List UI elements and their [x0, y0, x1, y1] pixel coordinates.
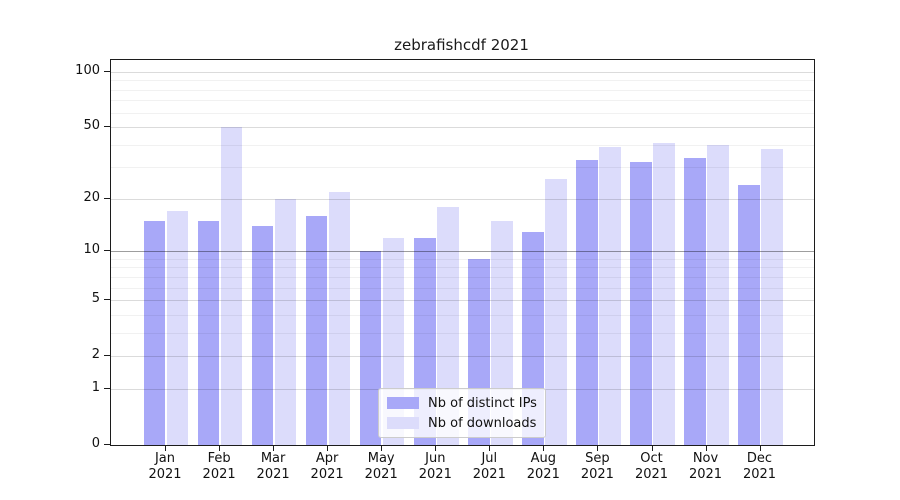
legend-entry-distinct-ips: Nb of distinct IPs — [387, 393, 537, 413]
y-tick-10 — [104, 250, 110, 252]
x-tick-label-may: May 2021 — [364, 451, 398, 482]
legend-label-downloads: Nb of downloads — [428, 415, 537, 431]
x-tick-label-jul: Jul 2021 — [472, 451, 506, 482]
legend: Nb of distinct IPs Nb of downloads — [378, 388, 546, 438]
gridline-minor-4 — [111, 314, 814, 316]
x-tick-label-oct: Oct 2021 — [634, 451, 669, 482]
x-tick-apr — [327, 446, 329, 451]
gridline-minor-6 — [111, 287, 814, 289]
bar-distinct-ips-dec — [738, 184, 760, 445]
gridline-major-10 — [111, 251, 814, 253]
gridline-minor-60 — [111, 112, 814, 114]
y-tick-label-50: 50 — [83, 118, 100, 134]
bar-downloads-jun — [437, 207, 459, 445]
x-tick-label-jan: Jan 2021 — [148, 451, 182, 482]
chart-title: zebrafishcdf 2021 — [394, 36, 529, 54]
x-tick-aug — [543, 446, 545, 451]
gridline-minor-90 — [111, 80, 814, 82]
bar-downloads-aug — [545, 178, 567, 445]
x-tick-label-feb: Feb 2021 — [202, 451, 236, 482]
bar-distinct-ips-may — [359, 251, 382, 445]
bar-downloads-oct — [653, 142, 675, 445]
gridline-minor-9 — [111, 258, 814, 260]
legend-swatch-distinct-ips — [387, 397, 419, 409]
x-tick-may — [381, 446, 383, 451]
x-tick-dec — [759, 446, 761, 451]
bar-distinct-ips-oct — [630, 162, 652, 445]
x-tick-jan — [165, 446, 166, 451]
gridline-minor-30 — [111, 167, 814, 169]
bar-downloads-mar — [274, 198, 297, 445]
x-tick-sep — [597, 446, 599, 451]
y-tick-label-10: 10 — [83, 242, 100, 258]
legend-label-distinct-ips: Nb of distinct IPs — [428, 395, 537, 411]
gridline-major-5 — [111, 300, 814, 302]
legend-swatch-downloads — [387, 417, 419, 429]
y-tick-20 — [104, 197, 110, 199]
y-tick-label-1: 1 — [91, 380, 100, 395]
x-tick-label-jun: Jun 2021 — [418, 451, 452, 482]
plot-area — [110, 59, 815, 446]
y-tick-label-100: 100 — [75, 62, 100, 78]
gridline-major-50 — [111, 127, 814, 129]
gridline-major-20 — [111, 198, 814, 200]
gridline-major-2 — [111, 356, 814, 358]
y-tick-label-0: 0 — [91, 436, 100, 451]
bar-downloads-jan — [166, 211, 189, 445]
bar-downloads-sep — [599, 146, 621, 445]
bar-distinct-ips-apr — [305, 215, 328, 445]
x-tick-label-sep: Sep 2021 — [580, 451, 614, 482]
bar-downloads-nov — [707, 144, 729, 445]
gridline-minor-40 — [111, 144, 814, 146]
x-tick-label-mar: Mar 2021 — [256, 451, 290, 482]
bar-distinct-ips-nov — [684, 157, 706, 445]
y-tick-2 — [104, 355, 110, 357]
x-tick-label-nov: Nov 2021 — [688, 451, 723, 482]
y-tick-5 — [104, 299, 110, 301]
x-tick-jul — [489, 446, 491, 451]
bar-distinct-ips-feb — [197, 220, 220, 445]
bar-downloads-feb — [220, 127, 243, 445]
x-tick-jun — [435, 446, 437, 451]
y-tick-label-2: 2 — [91, 347, 100, 363]
x-tick-nov — [705, 446, 707, 451]
x-tick-label-apr: Apr 2021 — [310, 451, 344, 482]
y-tick-1 — [104, 388, 110, 389]
bar-downloads-apr — [328, 191, 351, 445]
x-tick-mar — [273, 446, 275, 451]
gridline-minor-70 — [111, 100, 814, 102]
x-tick-oct — [651, 446, 653, 451]
bar-distinct-ips-jan — [143, 220, 166, 445]
gridline-minor-7 — [111, 276, 814, 278]
y-tick-100 — [104, 70, 110, 72]
y-tick-0 — [104, 444, 110, 445]
x-tick-label-aug: Aug 2021 — [526, 451, 560, 482]
y-tick-50 — [104, 126, 110, 128]
y-tick-label-5: 5 — [91, 291, 100, 307]
gridline-minor-8 — [111, 267, 814, 269]
x-tick-label-dec: Dec 2021 — [742, 451, 777, 482]
y-tick-label-20: 20 — [83, 189, 100, 205]
gridline-minor-3 — [111, 332, 814, 334]
bar-distinct-ips-sep — [576, 159, 598, 445]
gridline-minor-80 — [111, 89, 814, 91]
legend-entry-downloads: Nb of downloads — [387, 413, 537, 433]
gridline-major-100 — [111, 71, 814, 73]
bar-distinct-ips-mar — [251, 226, 274, 445]
bar-downloads-dec — [761, 148, 783, 445]
x-tick-feb — [219, 446, 221, 451]
